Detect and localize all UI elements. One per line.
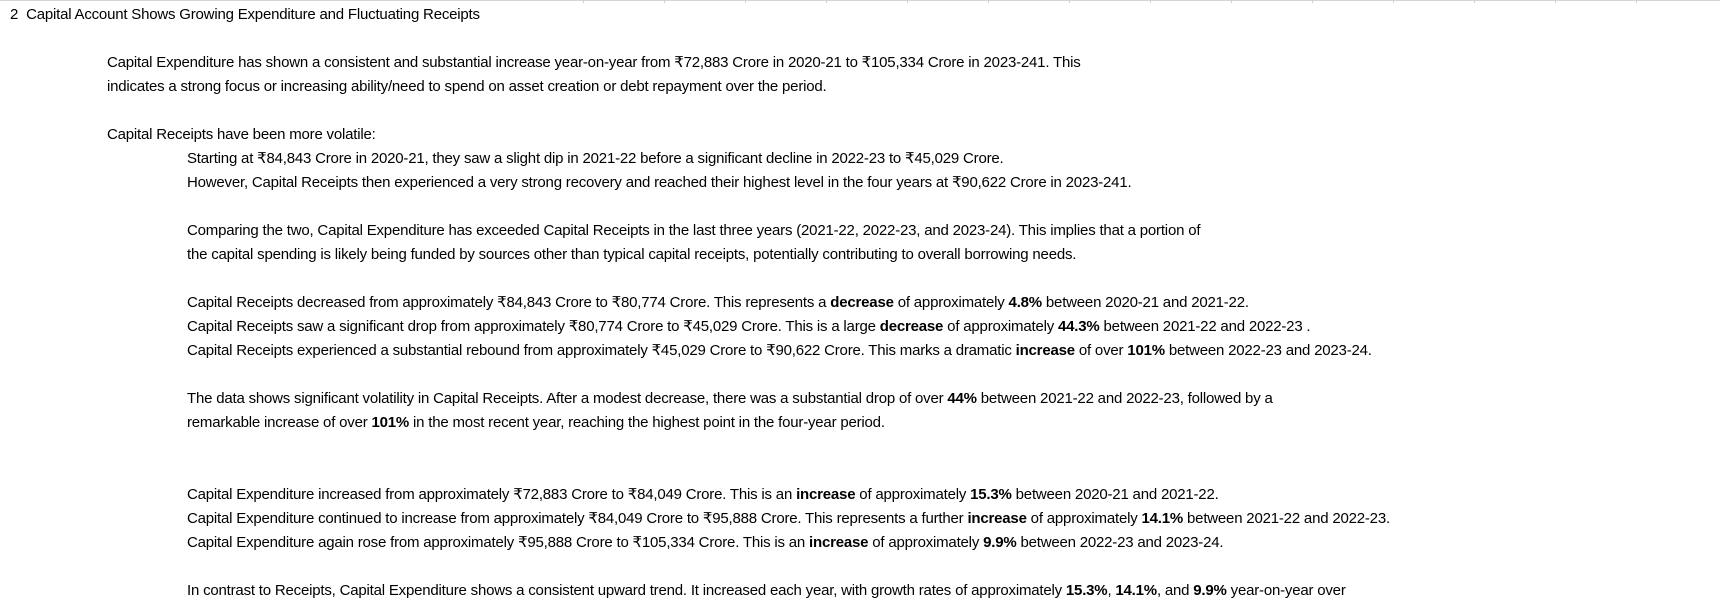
capex-intro-line-1: Capital Expenditure has shown a consiste… xyxy=(107,54,1081,71)
volatility-text: remarkable increase of over xyxy=(187,414,372,431)
column-tick xyxy=(583,0,584,3)
capex-change-line: Capital Expenditure again rose from appr… xyxy=(187,533,1224,553)
change-kind: increase xyxy=(809,534,869,551)
change-kind: increase xyxy=(796,486,856,503)
receipts-change-line: Capital Receipts saw a significant drop … xyxy=(187,317,1311,337)
column-tick xyxy=(1231,0,1232,3)
change-percent: 9.9% xyxy=(983,534,1017,551)
change-kind: increase xyxy=(967,510,1027,527)
change-text: Capital Receipts saw a significant drop … xyxy=(187,318,880,335)
volatility-text: in the most recent year, reaching the hi… xyxy=(409,414,885,431)
volatility-percent: 44% xyxy=(947,390,977,407)
contrast-percent: 9.9% xyxy=(1193,582,1227,599)
contrast-text: , xyxy=(1107,582,1116,599)
change-text: between 2020-21 and 2021-22. xyxy=(1011,486,1219,503)
comparison-line-1: Comparing the two, Capital Expenditure h… xyxy=(187,222,1201,239)
change-kind: increase xyxy=(1015,342,1075,359)
receipts-intro: Capital Receipts have been more volatile… xyxy=(107,126,376,143)
capex-change-line: Capital Expenditure continued to increas… xyxy=(187,509,1390,529)
top-border xyxy=(0,0,1720,3)
change-kind: decrease xyxy=(830,294,894,311)
column-tick xyxy=(1474,0,1475,3)
contrast-line: In contrast to Receipts, Capital Expendi… xyxy=(187,581,1346,601)
change-text: of approximately xyxy=(943,318,1059,335)
change-percent: 14.1% xyxy=(1141,510,1184,527)
volatility-text: The data shows significant volatility in… xyxy=(187,390,948,407)
change-percent: 15.3% xyxy=(970,486,1012,503)
column-tick xyxy=(826,0,827,3)
volatility-line-1: The data shows significant volatility in… xyxy=(187,389,1273,409)
contrast-text: , and xyxy=(1156,582,1194,599)
column-tick xyxy=(1636,0,1637,3)
capex-change-line: Capital Expenditure increased from appro… xyxy=(187,485,1219,505)
volatility-text: between 2021-22 and 2022-23, followed by… xyxy=(976,390,1273,407)
column-tick xyxy=(664,0,665,3)
change-text: Capital Expenditure again rose from appr… xyxy=(187,534,810,551)
capex-intro-line-2: indicates a strong focus or increasing a… xyxy=(107,78,827,95)
section-heading: 2 Capital Account Shows Growing Expendit… xyxy=(10,5,480,25)
contrast-text: In contrast to Receipts, Capital Expendi… xyxy=(187,582,1066,599)
column-tick xyxy=(988,0,989,3)
contrast-percent: 15.3% xyxy=(1065,582,1108,599)
change-text: of approximately xyxy=(893,294,1009,311)
receipts-change-line: Capital Receipts experienced a substanti… xyxy=(187,341,1372,361)
change-text: between 2020-21 and 2021-22. xyxy=(1041,294,1249,311)
change-kind: decrease xyxy=(879,318,944,335)
receipts-detail-line-1: Starting at ₹84,843 Crore in 2020-21, th… xyxy=(187,150,1004,167)
change-text: between 2021-22 and 2022-23. xyxy=(1183,510,1390,527)
change-text: Capital Receipts experienced a substanti… xyxy=(187,342,1016,359)
change-text: between 2022-23 and 2023-24. xyxy=(1016,534,1224,551)
receipts-change-line: Capital Receipts decreased from approxim… xyxy=(187,293,1249,313)
column-tick xyxy=(1555,0,1556,3)
change-text: between 2022-23 and 2023-24. xyxy=(1164,342,1372,359)
change-text: Capital Receipts decreased from approxim… xyxy=(187,294,831,311)
column-tick xyxy=(1393,0,1394,3)
section-title: Capital Account Shows Growing Expenditur… xyxy=(26,6,480,23)
change-percent: 101% xyxy=(1127,342,1165,359)
contrast-text: year-on-year over xyxy=(1226,582,1346,599)
change-percent: 4.8% xyxy=(1008,294,1043,311)
column-tick xyxy=(1069,0,1070,3)
change-text: of over xyxy=(1074,342,1128,359)
column-tick xyxy=(1312,0,1313,3)
column-tick xyxy=(745,0,746,3)
column-tick xyxy=(907,0,908,3)
column-tick xyxy=(1150,0,1151,3)
change-percent: 44.3% xyxy=(1058,318,1100,335)
change-text: between 2021-22 and 2022-23 . xyxy=(1099,318,1311,335)
volatility-line-2: remarkable increase of over 101% in the … xyxy=(187,413,885,433)
change-text: of approximately xyxy=(868,534,984,551)
section-number: 2 xyxy=(10,6,19,23)
volatility-percent: 101% xyxy=(371,414,410,431)
receipts-detail-line-2: However, Capital Receipts then experienc… xyxy=(187,174,1132,191)
change-text: Capital Expenditure increased from appro… xyxy=(187,486,797,503)
change-text: of approximately xyxy=(1026,510,1142,527)
change-text: of approximately xyxy=(855,486,971,503)
change-text: Capital Expenditure continued to increas… xyxy=(187,510,968,527)
comparison-line-2: the capital spending is likely being fun… xyxy=(187,246,1077,263)
contrast-percent: 14.1% xyxy=(1115,582,1157,599)
